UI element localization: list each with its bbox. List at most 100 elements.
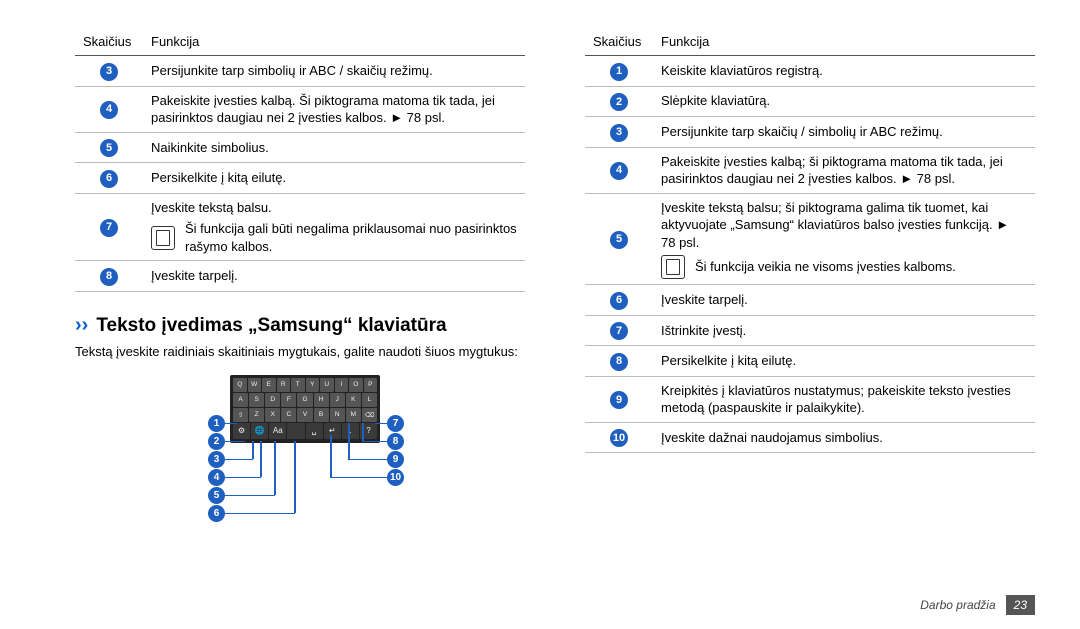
- keyboard-key: M: [346, 408, 361, 422]
- callout-line: [252, 441, 254, 459]
- callout-9: 9: [387, 451, 404, 468]
- note-text: Ši funkcija veikia ne visoms įvesties ka…: [695, 258, 956, 276]
- note-text: Ši funkcija gali būti negalima priklauso…: [185, 220, 517, 255]
- callout-6: 6: [208, 505, 225, 522]
- keyboard-row-3: ⇧ZXCVBNM⌫: [233, 408, 377, 422]
- keyboard-key: O: [349, 378, 363, 392]
- keyboard-key: A: [233, 393, 248, 407]
- table-row: 6 Įveskite tarpelį.: [585, 285, 1035, 316]
- table-row: 6 Persikelkite į kitą eilutę.: [75, 163, 525, 194]
- table-row: 7 Ištrinkite įvestį.: [585, 315, 1035, 346]
- keyboard-key: [287, 423, 304, 439]
- keyboard-key: C: [281, 408, 296, 422]
- number-badge: 1: [610, 63, 628, 81]
- table-row: 8 Įveskite tarpelį.: [75, 261, 525, 292]
- keyboard-key: H: [314, 393, 329, 407]
- function-text: Kreipkitės į klaviatūros nustatymus; pak…: [653, 376, 1035, 422]
- number-badge: 4: [100, 101, 118, 119]
- function-text: Įveskite tekstą balsu. Ši funkcija gali …: [143, 193, 525, 261]
- number-badge: 2: [610, 93, 628, 111]
- table-row: 8 Persikelkite į kitą eilutę.: [585, 346, 1035, 377]
- table-row: 3 Persijunkite tarp skaičių / simbolių i…: [585, 117, 1035, 148]
- keyboard-key: S: [249, 393, 264, 407]
- function-text: Pakeiskite įvesties kalbą. Ši piktograma…: [143, 86, 525, 132]
- callout-line: [260, 441, 262, 477]
- function-text: Slėpkite klaviatūrą.: [653, 86, 1035, 117]
- keyboard-key: Q: [233, 378, 247, 392]
- keyboard-key: P: [364, 378, 378, 392]
- function-text: Įveskite tarpelį.: [143, 261, 525, 292]
- table-row: 1 Keiskite klaviatūros registrą.: [585, 56, 1035, 87]
- right-function-table: Skaičius Funkcija 1 Keiskite klaviatūros…: [585, 30, 1035, 453]
- number-badge: 9: [610, 391, 628, 409]
- function-text: Persikelkite į kitą eilutę.: [653, 346, 1035, 377]
- number-badge: 3: [100, 63, 118, 81]
- callout-8: 8: [387, 433, 404, 450]
- function-text: Persijunkite tarp skaičių / simbolių ir …: [653, 117, 1035, 148]
- number-badge: 5: [100, 139, 118, 157]
- table-row: 5 Naikinkite simbolius.: [75, 132, 525, 163]
- table-row: 7 Įveskite tekstą balsu. Ši funkcija gal…: [75, 193, 525, 261]
- keyboard-key: Z: [249, 408, 264, 422]
- keyboard-row-2: ASDFGHJKL: [233, 393, 377, 407]
- footer-section-label: Darbo pradžia: [920, 598, 995, 612]
- callout-line: [225, 441, 245, 443]
- page-content: Skaičius Funkcija 3 Persijunkite tarp si…: [0, 0, 1080, 555]
- keyboard-key: I: [335, 378, 349, 392]
- keyboard-key: ␣: [306, 423, 323, 439]
- keyboard-key: ↵: [324, 423, 341, 439]
- right-table-body: 1 Keiskite klaviatūros registrą. 2 Slėpk…: [585, 56, 1035, 453]
- callout-4: 4: [208, 469, 225, 486]
- left-table-body: 3 Persijunkite tarp simbolių ir ABC / sk…: [75, 56, 525, 292]
- table-header-function: Funkcija: [653, 30, 1035, 56]
- callout-7: 7: [387, 415, 404, 432]
- callout-line: [348, 459, 387, 461]
- table-row: 10 Įveskite dažnai naudojamus simbolius.: [585, 422, 1035, 453]
- page-number: 23: [1006, 595, 1035, 615]
- table-header-number: Skaičius: [75, 30, 143, 56]
- table-header-function: Funkcija: [143, 30, 525, 56]
- function-text: Ištrinkite įvestį.: [653, 315, 1035, 346]
- number-badge: 7: [610, 322, 628, 340]
- callout-line: [225, 477, 261, 479]
- function-text: Naikinkite simbolius.: [143, 132, 525, 163]
- callout-line: [225, 459, 253, 461]
- section-description: Tekstą įveskite raidiniais skaitiniais m…: [75, 343, 525, 361]
- function-text: Įveskite dažnai naudojamus simbolius.: [653, 422, 1035, 453]
- function-main-text: Įveskite tekstą balsu; ši piktograma gal…: [661, 199, 1027, 252]
- keyboard-key: N: [330, 408, 345, 422]
- callout-line: [362, 441, 387, 443]
- number-badge: 8: [100, 268, 118, 286]
- keyboard-key: G: [297, 393, 312, 407]
- keyboard-row-4: ⚙🌐Aa␣↵.?: [233, 423, 377, 439]
- number-badge: 6: [610, 292, 628, 310]
- table-header-number: Skaičius: [585, 30, 653, 56]
- left-function-table: Skaičius Funkcija 3 Persijunkite tarp si…: [75, 30, 525, 292]
- keyboard-key: B: [314, 408, 329, 422]
- keyboard-key: E: [262, 378, 276, 392]
- keyboard-key: K: [346, 393, 361, 407]
- function-text: Įveskite tarpelį.: [653, 285, 1035, 316]
- keyboard-key: ⇧: [233, 408, 248, 422]
- page-footer: Darbo pradžia 23: [920, 595, 1035, 615]
- callout-1: 1: [208, 415, 225, 432]
- number-badge: 10: [610, 429, 628, 447]
- chevron-icon: ››: [75, 314, 88, 337]
- note-block: Ši funkcija veikia ne visoms įvesties ka…: [661, 255, 1027, 279]
- keyboard-illustration: QWERTYUIOP ASDFGHJKL ⇧ZXCVBNM⌫ ⚙🌐Aa␣↵.? …: [170, 375, 430, 555]
- keyboard-key: R: [277, 378, 291, 392]
- keyboard-key: V: [297, 408, 312, 422]
- table-row: 2 Slėpkite klaviatūrą.: [585, 86, 1035, 117]
- section-title: Teksto įvedimas „Samsung“ klaviatūra: [96, 315, 446, 337]
- keyboard-key: U: [320, 378, 334, 392]
- keyboard-key: ⚙: [233, 423, 250, 439]
- table-row: 4 Pakeiskite įvesties kalbą; ši piktogra…: [585, 147, 1035, 193]
- table-row: 4 Pakeiskite įvesties kalbą. Ši piktogra…: [75, 86, 525, 132]
- callout-line: [375, 423, 387, 425]
- number-badge: 6: [100, 170, 118, 188]
- number-badge: 7: [100, 219, 118, 237]
- function-text: Pakeiskite įvesties kalbą; ši piktograma…: [653, 147, 1035, 193]
- callout-line: [225, 495, 275, 497]
- callout-line: [348, 423, 350, 459]
- section-heading: ›› Teksto įvedimas „Samsung“ klaviatūra: [75, 314, 525, 337]
